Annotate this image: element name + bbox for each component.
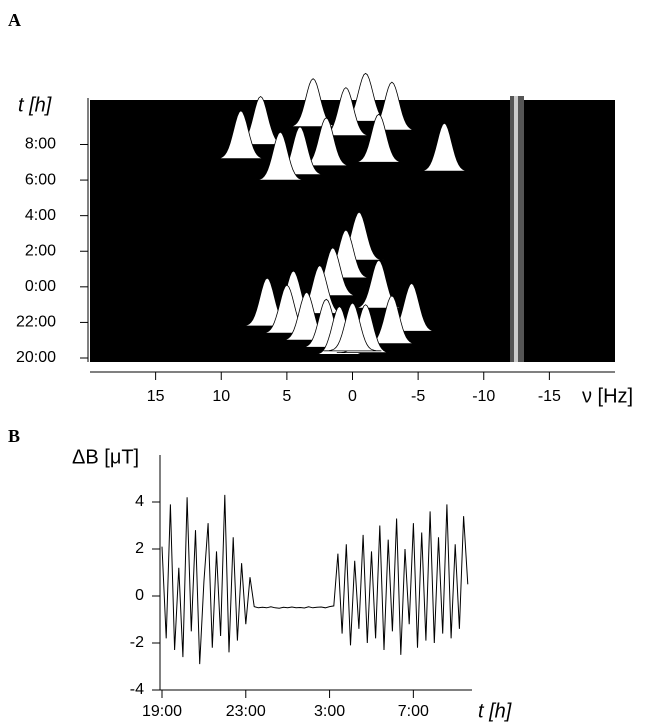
y-axis-label: ΔB [μT]: [72, 446, 139, 468]
spectrum-peak: [310, 305, 369, 355]
spectrum-peak: [415, 122, 474, 172]
x-tick-label: 15: [147, 388, 165, 405]
y-tick-label: 0:00: [25, 278, 56, 295]
spectrum-peak: [251, 131, 310, 181]
spectrum-peak: [323, 302, 382, 352]
panel-label: B: [8, 426, 20, 446]
y-tick-label: 4:00: [25, 207, 56, 224]
y-tick-label: 6:00: [25, 171, 56, 188]
y-axis-label: t [h]: [18, 94, 52, 116]
x-tick-label: -5: [411, 388, 425, 405]
spectrum-peak: [212, 110, 270, 160]
y-tick-label: 2: [135, 540, 144, 557]
x-tick-label: 7:00: [398, 703, 429, 720]
x-tick-label: -15: [538, 388, 561, 405]
spectrum-peak: [349, 113, 408, 163]
x-tick-label: 5: [282, 388, 291, 405]
x-tick-label: 10: [212, 388, 230, 405]
x-tick-label: -10: [472, 388, 495, 405]
y-tick-label: 4: [135, 493, 144, 510]
y-tick-label: 22:00: [16, 314, 56, 331]
y-tick-label: 2:00: [25, 242, 56, 259]
y-tick-label: 20:00: [16, 349, 56, 366]
x-tick-label: 0: [348, 388, 357, 405]
y-tick-label: 0: [135, 587, 144, 604]
spectrum-peak: [349, 259, 408, 309]
x-axis-label: ν [Hz]: [582, 385, 633, 407]
noise-column: [510, 96, 524, 362]
data-line: [161, 494, 469, 665]
x-tick-label: 3:00: [314, 703, 345, 720]
y-tick-label: -4: [130, 681, 144, 698]
y-tick-label: -2: [130, 634, 144, 651]
x-axis-label: t [h]: [478, 700, 512, 722]
x-tick-label: 23:00: [226, 703, 266, 720]
x-tick-label: 19:00: [142, 703, 182, 720]
y-tick-label: 8:00: [25, 136, 56, 153]
panel-label: A: [8, 10, 21, 30]
